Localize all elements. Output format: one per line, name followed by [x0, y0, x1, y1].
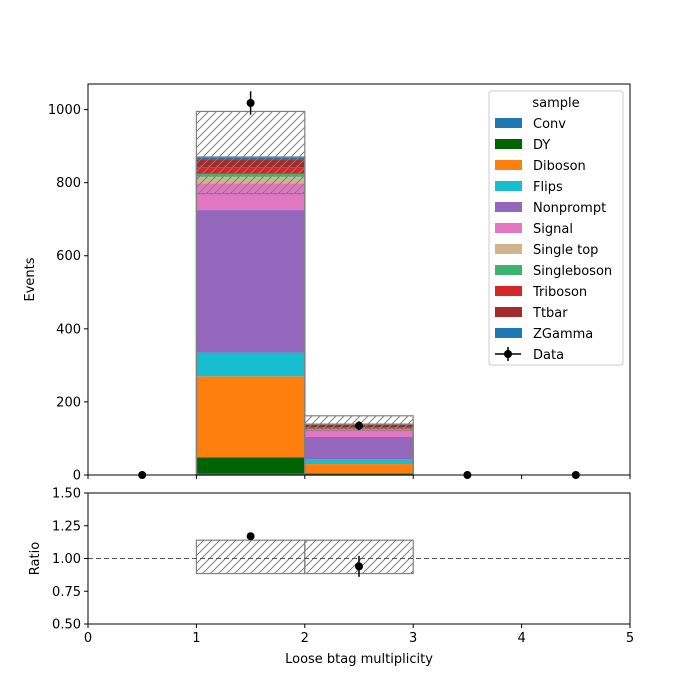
legend-title: sample	[532, 96, 579, 111]
ratio-y-tick-label: 0.50	[52, 618, 81, 633]
ratio-points	[246, 532, 363, 577]
data-point	[246, 99, 255, 108]
legend-box	[488, 90, 624, 366]
legend-swatch	[495, 118, 522, 128]
main-panel: 0 200 400 600 800 1000 Events	[23, 83, 631, 484]
ratio-y-axis: 0.50 0.75 1.00 1.25 1.50	[52, 487, 88, 633]
legend-label: Signal	[533, 222, 573, 237]
legend-swatch	[495, 328, 522, 338]
ratio-point	[355, 562, 363, 571]
x-tick-label: 0	[84, 631, 92, 646]
bar-nonprompt-bin2	[304, 436, 414, 460]
ratio-y-tick-label: 1.25	[52, 519, 81, 534]
legend-label: Data	[533, 348, 564, 363]
legend-label: Nonprompt	[533, 201, 606, 216]
bar-signal-bin2	[304, 430, 414, 437]
legend-label: Diboson	[533, 159, 586, 174]
legend-label: Single top	[533, 243, 598, 258]
ratio-y-axis-label: Ratio	[28, 542, 43, 575]
y-tick-label: 0	[73, 469, 81, 484]
x-tick-label: 2	[301, 631, 309, 646]
y-tick-label: 600	[56, 249, 81, 264]
y-tick-label: 400	[56, 322, 81, 337]
legend-swatch	[495, 181, 522, 191]
legend-swatch	[495, 244, 522, 254]
main-y-axis-label: Events	[23, 257, 38, 301]
uncertainty-band-bin1	[195, 110, 306, 195]
ratio-uncertainty-band	[195, 539, 414, 575]
x-tick-label: 4	[517, 631, 525, 646]
legend-label: ZGamma	[533, 327, 593, 342]
bar-dy-bin2	[304, 473, 414, 475]
legend-swatch	[495, 223, 522, 233]
legend-swatch	[495, 139, 522, 149]
legend-swatch	[495, 202, 522, 212]
bar-dy-bin1	[196, 457, 305, 474]
legend-label: Flips	[533, 180, 563, 195]
y-tick-label: 200	[56, 395, 81, 410]
bar-flips-bin2	[304, 459, 414, 465]
ratio-x-axis: 0 1 2 3 4 5	[84, 624, 634, 646]
x-tick-label: 5	[626, 631, 634, 646]
ratio-y-tick-label: 1.50	[52, 487, 81, 502]
x-tick-label: 3	[409, 631, 417, 646]
legend-swatch	[495, 265, 522, 275]
y-tick-label: 800	[56, 176, 81, 191]
bar-flips-bin1	[196, 352, 305, 377]
main-frame	[87, 83, 631, 476]
data-point	[355, 421, 363, 430]
y-axis: 0 200 400 600 800 1000	[48, 103, 88, 484]
legend-items: Conv DY Diboson Flips Nonprompt Signal Single …	[495, 117, 612, 363]
legend-marker-data	[504, 350, 512, 358]
legend-label: DY	[533, 138, 550, 153]
y-tick-label: 1000	[48, 103, 81, 118]
ratio-point	[246, 532, 255, 541]
x-tick-label: 1	[192, 631, 200, 646]
legend: sample Conv DY Diboson Flips Nonprompt Signal…	[488, 90, 624, 366]
x-axis-label: Loose btag multiplicity	[285, 652, 433, 667]
ratio-band-bin1	[195, 539, 306, 575]
bar-diboson-bin1	[196, 376, 305, 458]
legend-label: Singleboson	[533, 264, 612, 279]
legend-swatch	[495, 307, 522, 317]
ratio-frame	[87, 492, 631, 625]
legend-swatch	[495, 286, 522, 296]
bar-diboson-bin2	[304, 464, 414, 474]
bar-nonprompt-bin1	[196, 210, 305, 353]
legend-label: Ttbar	[532, 306, 568, 321]
legend-label: Conv	[533, 117, 566, 132]
x-axis-top-panel	[87, 475, 631, 479]
legend-label: Triboson	[532, 285, 587, 300]
legend-swatch	[495, 160, 522, 170]
ratio-y-tick-label: 1.00	[52, 552, 81, 567]
ratio-y-tick-label: 0.75	[52, 585, 81, 600]
ratio-panel: 0.50 0.75 1.00 1.25 1.50 0 1 2 3 4 5 Ratio Loose …	[28, 487, 634, 668]
